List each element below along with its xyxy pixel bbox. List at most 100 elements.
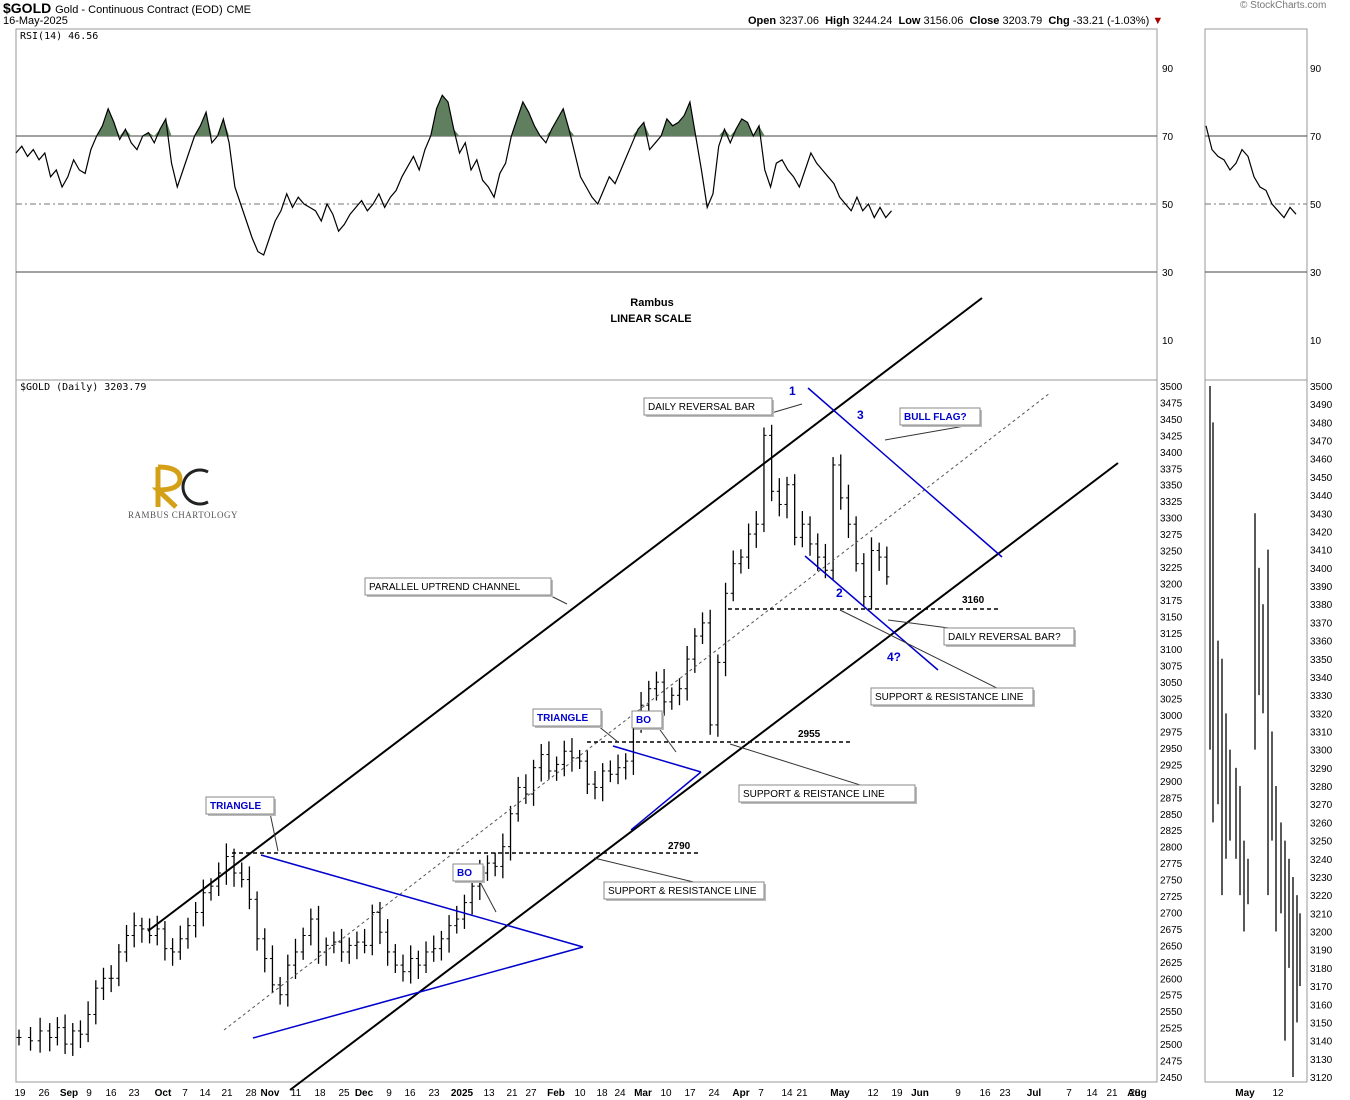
x-label-24: 10 [574,1088,586,1099]
side-tick-3130: 3130 [1310,1055,1333,1066]
x-label-40: 16 [979,1088,991,1099]
close-label: Close [969,15,1000,27]
side-tick-3420: 3420 [1310,527,1333,538]
header-title: $GOLD Gold - Continuous Contract (EOD) C… [3,0,251,16]
price-legend: $GOLD (Daily) 3203.79 [20,382,146,393]
bull-flag-callout-box [899,407,981,426]
open-label: Open [748,15,777,27]
x-label-23: Feb [547,1088,565,1099]
wave-4-label: 4? [887,650,901,664]
x-label-46: 28 [1129,1088,1141,1099]
x-label-4: 16 [105,1088,117,1099]
level-2790-label: 2790 [668,841,691,852]
x-label-16: 9 [386,1088,392,1099]
side-tick-3310: 3310 [1310,728,1333,739]
side-tick-3200: 3200 [1310,928,1333,939]
price-tick-3075: 3075 [1160,662,1183,673]
x-label-15: Dec [355,1088,374,1099]
wave-3-label: 3 [857,408,864,422]
chg-value: -33.21 (-1.03%) [1072,15,1150,27]
header-date: 16-May-2025 [3,15,68,27]
price-tick-3400: 3400 [1160,448,1183,459]
side-tick-3170: 3170 [1310,982,1333,993]
channel-lower-line [289,462,1119,1091]
x-label-39: 9 [955,1088,961,1099]
rsi-tick-50: 50 [1162,200,1174,211]
side-tick-3410: 3410 [1310,546,1333,557]
triangle1-callout: TRIANGLE [205,796,279,852]
triangle1-lower [252,946,584,1039]
open-value: 3237.06 [779,15,819,27]
wave-1-label: 1 [789,384,796,398]
x-label-44: 14 [1086,1088,1098,1099]
sr-line-2790-callout-box [603,881,765,900]
side-tick-3300: 3300 [1310,746,1333,757]
x-label-0: 19 [14,1088,26,1099]
x-label-7: 7 [182,1088,188,1099]
price-tick-3150: 3150 [1160,612,1183,623]
triangle2-callout-box [532,708,602,727]
price-layer: 2450247525002525255025752600262526502675… [14,382,1182,1099]
side-tick-3240: 3240 [1310,855,1333,866]
daily-reversal-bar-2-callout-text: DAILY REVERSAL BAR? [948,632,1061,643]
price-tick-3475: 3475 [1160,398,1183,409]
low-value: 3156.06 [923,15,964,27]
x-label-37: 19 [891,1088,903,1099]
side-tick-3330: 3330 [1310,691,1333,702]
rsi-layer: 90 90 70 70 50 50 30 30 10 10 [15,64,1322,347]
x-label-27: Mar [634,1088,652,1099]
price-tick-2525: 2525 [1160,1024,1183,1035]
channel-callout-text: PARALLEL UPTREND CHANNEL [369,582,521,593]
x-label-29: 17 [684,1088,696,1099]
side-layer: 3120 3130 3140 3150 3160 3170 3180 3190 3200 3210… [1209,382,1333,1099]
sr-line-3160-callout-box [870,687,1034,706]
side-tick-3180: 3180 [1310,964,1333,975]
author-note: Rambus [630,297,673,309]
bo1-callout-pointer [478,879,497,913]
daily-reversal-bar-2-callout: DAILY REVERSAL BAR? [887,619,1076,647]
x-label-30: 24 [708,1088,720,1099]
rsi-line [15,94,892,256]
level-2955-label: 2955 [798,729,821,740]
triangle1-upper [260,854,584,948]
contract-name: Gold - Continuous Contract (EOD) [55,4,223,16]
bo2-callout-pointer [657,726,677,753]
bo2-callout-box [631,710,663,729]
side-tick-3350: 3350 [1310,655,1333,666]
side-tick-3220: 3220 [1310,891,1333,902]
chg-label: Chg [1048,15,1070,27]
x-label-21: 21 [506,1088,518,1099]
callouts: DAILY REVERSAL BAR BULL FLAG? PARALLEL UPT… [205,397,1076,913]
side-tick-3190: 3190 [1310,946,1333,957]
side-tick-3390: 3390 [1310,582,1333,593]
level-3160-label: 3160 [962,595,985,606]
x-label-34: 21 [796,1088,808,1099]
price-tick-2875: 2875 [1160,793,1183,804]
x-label-26: 24 [614,1088,626,1099]
flag-lower-line [804,555,939,671]
price-tick-3450: 3450 [1160,415,1183,426]
sr-line-2790-callout-text: SUPPORT & RESISTANCE LINE [608,886,757,897]
price-tick-3500: 3500 [1160,382,1183,393]
side-rsi-tick-90: 90 [1310,64,1322,75]
x-label-1: 26 [38,1088,50,1099]
rambus-logo [128,462,238,524]
price-tick-2750: 2750 [1160,876,1183,887]
x-label-28: 10 [660,1088,672,1099]
price-tick-2900: 2900 [1160,777,1183,788]
side-x-label-0: May [1235,1088,1255,1099]
price-tick-3175: 3175 [1160,596,1183,607]
side-tick-3360: 3360 [1310,637,1333,648]
high-label: High [825,15,850,27]
side-rsi-tick-50: 50 [1310,200,1322,211]
ohlc-readout: Open 3237.06 High 3244.24 Low 3156.06 Cl… [748,15,1163,27]
price-tick-3350: 3350 [1160,481,1183,492]
price-tick-2625: 2625 [1160,958,1183,969]
side-tick-3480: 3480 [1310,418,1333,429]
triangle2-upper [612,745,702,773]
channel-callout-box [364,577,552,596]
triangle1-callout-box [205,796,275,815]
price-tick-3050: 3050 [1160,678,1183,689]
bo1-callout-text: BO [457,868,472,879]
side-tick-3250: 3250 [1310,837,1333,848]
